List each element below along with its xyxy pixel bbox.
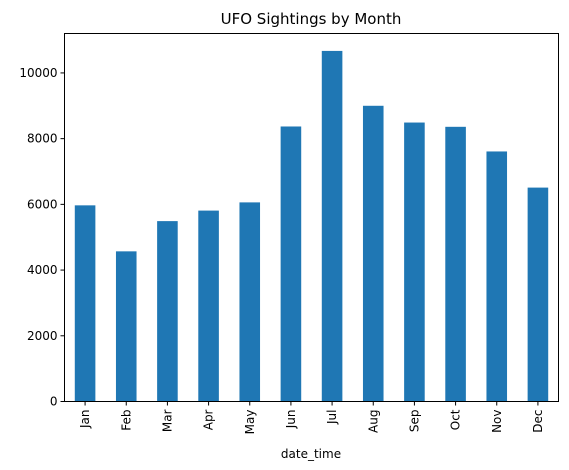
x-tick-label-jun: Jun xyxy=(284,410,298,430)
x-tick-label-nov: Nov xyxy=(490,410,504,433)
bar-oct xyxy=(445,126,466,402)
plot-frame xyxy=(64,33,559,402)
x-tick-label-oct: Oct xyxy=(449,409,463,430)
bar-apr xyxy=(198,210,219,402)
chart-title: UFO Sightings by Month xyxy=(221,10,402,28)
x-tick-label-sep: Sep xyxy=(407,410,421,433)
y-axis: 0 2000 4000 6000 8000 10000 xyxy=(19,66,65,409)
bar-sep xyxy=(404,122,425,402)
bar-dec xyxy=(527,187,549,402)
x-tick-label-jan: Jan xyxy=(78,410,92,430)
y-tick-label-4000: 4000 xyxy=(27,263,58,277)
bar-mar xyxy=(157,221,178,402)
x-axis: Jan Feb Mar Apr May Jun Jul Aug Sep Oct Nov Dec xyxy=(78,401,545,435)
y-tick-label-6000: 6000 xyxy=(27,197,58,211)
bar-nov xyxy=(486,151,508,402)
y-tick-label-2000: 2000 xyxy=(27,329,58,343)
x-tick-label-apr: Apr xyxy=(202,409,216,430)
x-tick-label-feb: Feb xyxy=(119,410,133,431)
x-tick-label-mar: Mar xyxy=(160,409,174,432)
x-tick-label-aug: Aug xyxy=(366,410,380,433)
bar-jan xyxy=(74,205,96,402)
y-tick-label-10000: 10000 xyxy=(19,66,57,80)
bar-feb xyxy=(115,251,137,402)
bar-may xyxy=(239,202,261,402)
bars-group xyxy=(74,50,549,402)
bar-jun xyxy=(280,126,302,402)
bar-aug xyxy=(362,105,384,402)
x-tick-label-jul: Jul xyxy=(325,410,339,425)
x-axis-label: date_time xyxy=(281,447,341,461)
y-tick-label-0: 0 xyxy=(50,395,58,409)
bar-jul xyxy=(321,50,343,402)
x-tick-label-may: May xyxy=(243,410,257,435)
y-tick-label-8000: 8000 xyxy=(27,132,58,146)
x-tick-label-dec: Dec xyxy=(531,410,545,433)
